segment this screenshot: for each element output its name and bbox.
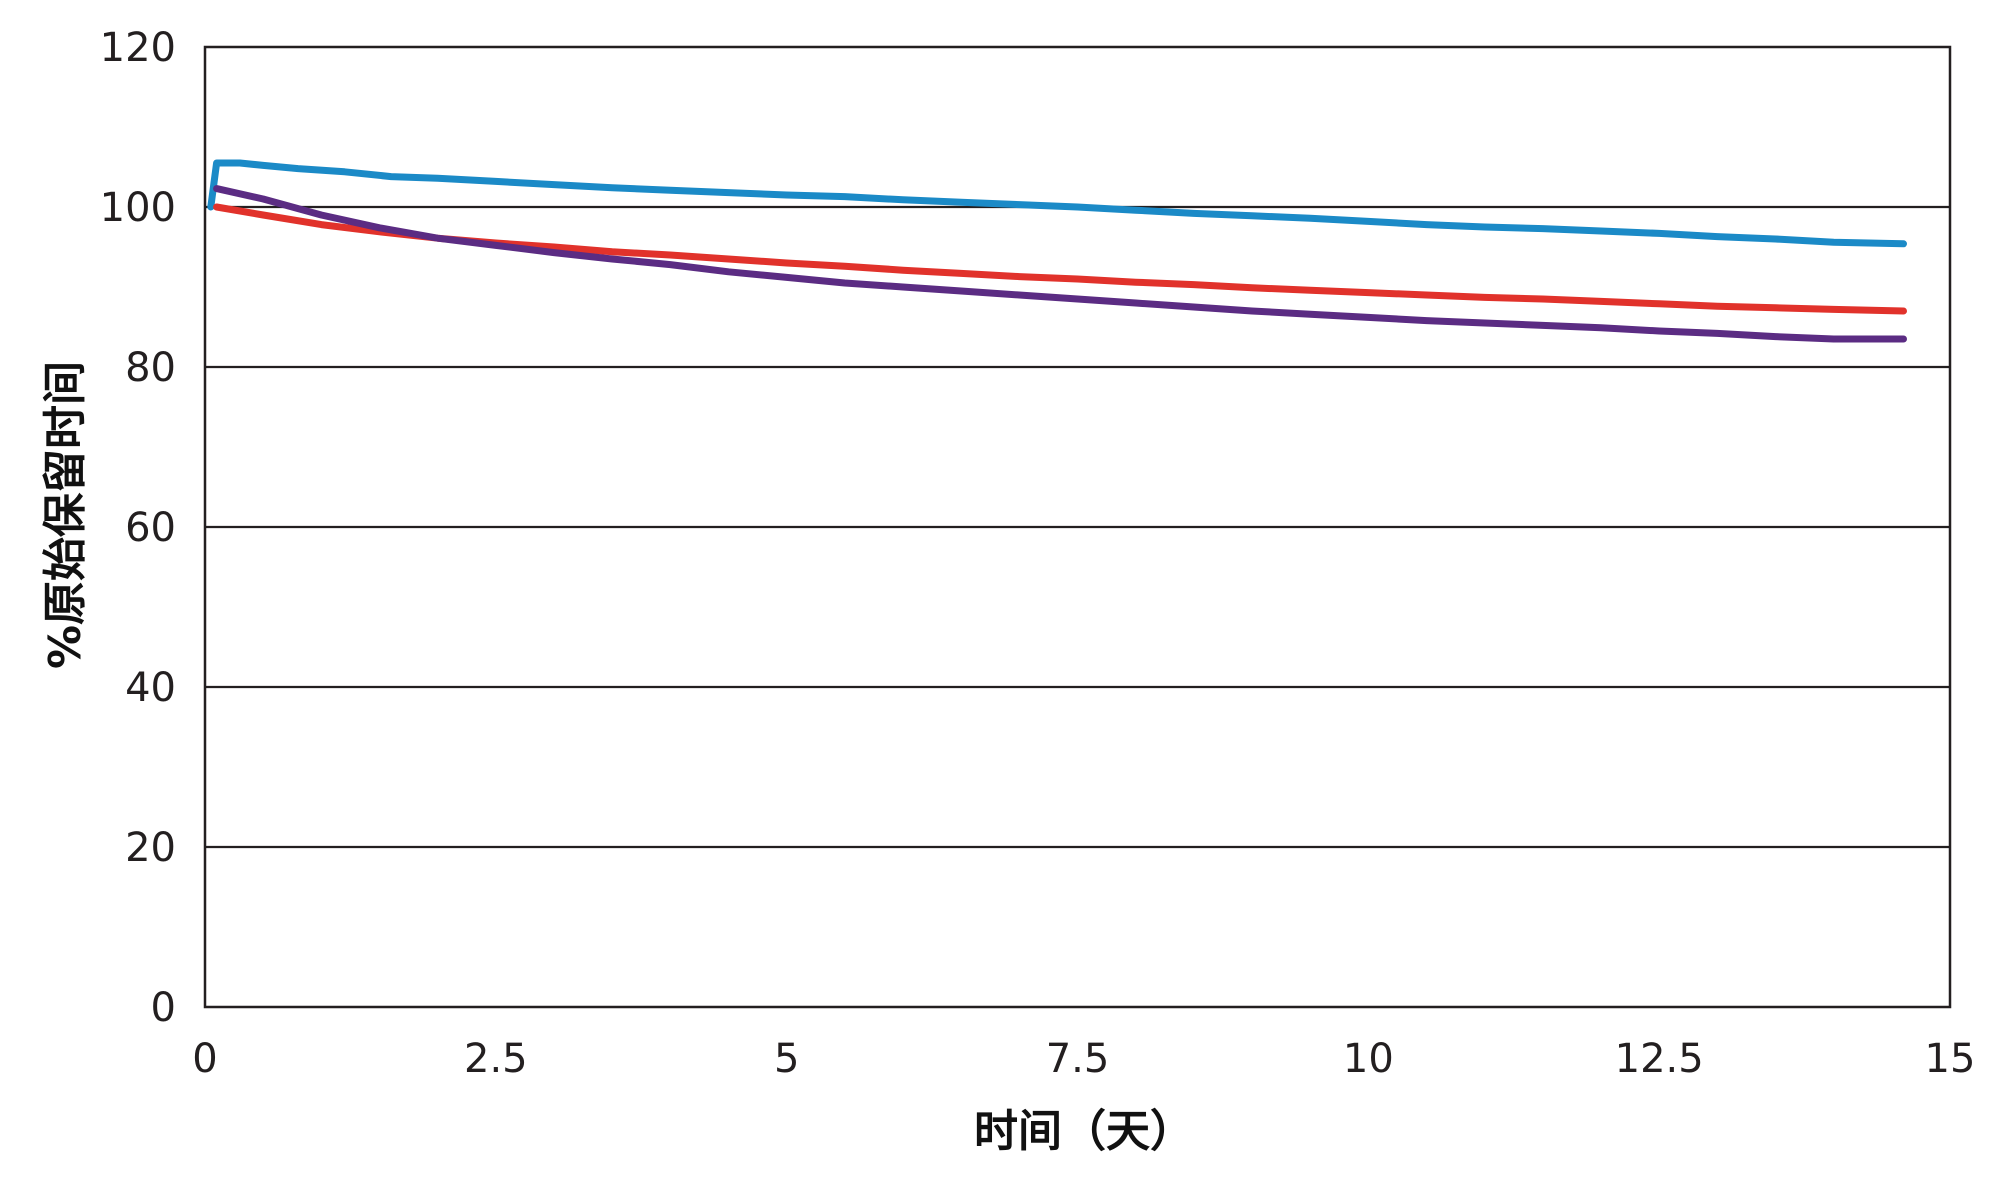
- y-tick-label: 80: [125, 345, 176, 391]
- series-line-1: [207, 159, 1907, 248]
- y-tick-label: 20: [125, 825, 176, 871]
- series-line-3: [213, 185, 1907, 343]
- x-tick-label: 2.5: [464, 1036, 528, 1082]
- y-axis-title: %原始保留时间: [40, 361, 91, 669]
- y-tick-label: 120: [100, 25, 176, 71]
- x-tick-label: 15: [1925, 1036, 1976, 1082]
- y-tick-label: 100: [100, 185, 176, 231]
- y-tick-label: 60: [125, 505, 176, 551]
- y-tick-label: 0: [151, 985, 176, 1031]
- x-tick-label: 7.5: [1046, 1036, 1110, 1082]
- y-tick-labels: 0 20 40 60 80 100 120: [100, 25, 176, 1031]
- x-tick-label: 5: [774, 1036, 799, 1082]
- x-tick-labels: 0 2.5 5 7.5 10 12.5 15: [192, 1036, 1975, 1082]
- y-tick-label: 40: [125, 665, 176, 711]
- x-tick-label: 12.5: [1615, 1036, 1704, 1082]
- x-axis-title: 时间（天）: [974, 1106, 1194, 1157]
- x-tick-label: 10: [1343, 1036, 1394, 1082]
- series-lines: [207, 159, 1907, 343]
- plot-frame: [203, 45, 1952, 1009]
- x-tick-label: 0: [192, 1036, 217, 1082]
